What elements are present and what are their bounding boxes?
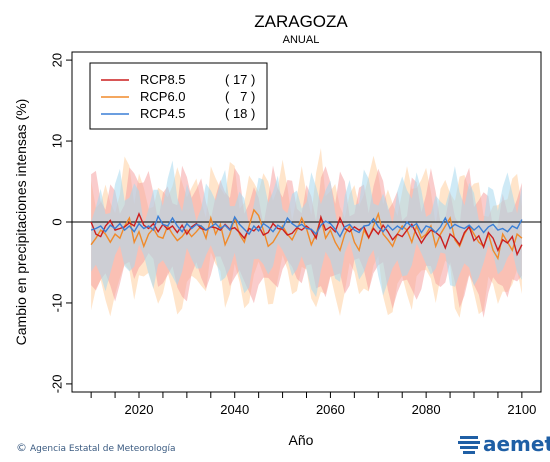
x-tick-label: 2080	[412, 402, 441, 417]
legend-label-rcp45: RCP4.5	[140, 106, 186, 121]
footer-credit: © Agencia Estatal de Meteorología	[16, 441, 176, 454]
chart-title: ZARAGOZA	[254, 12, 348, 31]
series-lines	[90, 208, 523, 261]
aemet-logo-icon	[458, 436, 480, 454]
chart-subtitle: ANUAL	[283, 34, 320, 46]
y-tick-label: 20	[49, 53, 64, 67]
y-tick-label: -20	[49, 375, 64, 394]
logo-text: aemet	[483, 432, 550, 456]
legend-count-rcp45: ( 18 )	[225, 106, 255, 121]
y-axis: -20 -10 0 10 20	[49, 53, 72, 393]
copyright-icon: ©	[16, 441, 27, 454]
series-line-rcp45	[90, 214, 523, 239]
legend-label-rcp85: RCP8.5	[140, 72, 186, 87]
y-tick-label: -10	[49, 294, 64, 313]
y-tick-label: 0	[49, 218, 64, 225]
agency-name: Agencia Estatal de Meteorología	[30, 444, 176, 454]
x-tick-label: 2040	[220, 402, 249, 417]
aemet-logo: aemet	[458, 432, 550, 458]
x-tick-label: 2060	[316, 402, 345, 417]
y-axis-label: Cambio en precipitaciones intensas (%)	[13, 99, 29, 346]
legend-count-rcp85: ( 17 )	[225, 72, 255, 87]
legend-label-rcp60: RCP6.0	[140, 89, 186, 104]
y-tick-label: 10	[49, 134, 64, 148]
x-axis-label: Año	[289, 432, 314, 448]
x-tick-label: 2100	[507, 402, 536, 417]
x-axis: 2020 2040 2060 2080 2100	[90, 392, 536, 417]
x-tick-label: 2020	[125, 402, 154, 417]
legend-count-rcp60: ( 7 )	[225, 89, 255, 104]
legend: RCP8.5 ( 17 ) RCP6.0 ( 7 ) RCP4.5 ( 18 )	[89, 62, 268, 130]
legend-box	[89, 62, 268, 130]
